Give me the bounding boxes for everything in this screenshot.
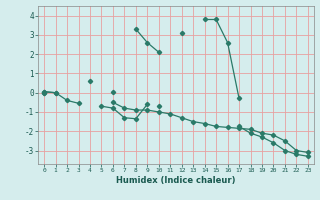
X-axis label: Humidex (Indice chaleur): Humidex (Indice chaleur): [116, 176, 236, 185]
